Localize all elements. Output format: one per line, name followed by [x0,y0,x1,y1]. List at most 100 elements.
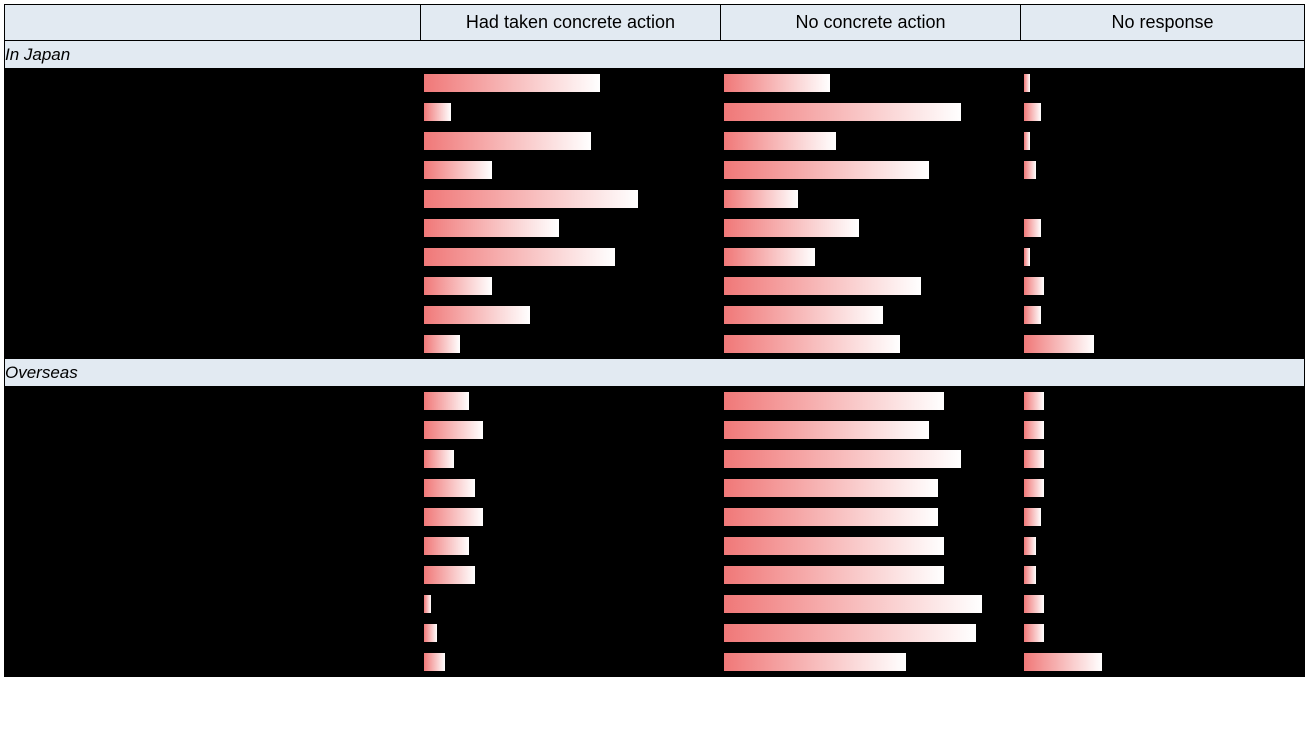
bar-value: 7% [1275,103,1298,121]
bar [1023,305,1042,325]
bar [1023,478,1045,498]
bar-value: 7% [1275,219,1298,237]
bar [423,334,461,354]
bar [723,73,831,93]
bar-cell: 8% [1021,272,1305,301]
bar-value: 63% [982,653,1014,671]
bar-value: 58% [682,132,714,150]
bar-cell: 76% [721,387,1021,416]
bar-value: 5% [1275,161,1298,179]
bar-cell: 61% [721,330,1021,359]
bar-cell: 68% [721,272,1021,301]
bar-cell: 11% [421,445,721,474]
row-label: Women's advancement [5,127,421,156]
bar-cell: 8% [1021,445,1305,474]
bar-cell: 7% [1021,301,1305,330]
bar-value: 3% [1275,248,1298,266]
bar [723,623,977,643]
bar-value: 8% [1275,624,1298,642]
bar [423,623,438,643]
bar-cell: 47% [421,214,721,243]
bar-cell: 71% [721,156,1021,185]
bar-cell: 13% [421,330,721,359]
row-label: Disease prevention [5,156,421,185]
table-row: Human rights16%76%8% [5,387,1305,416]
bar-cell: 47% [721,214,1021,243]
bar-cell: 58% [421,127,721,156]
bar-cell: 5% [1021,156,1305,185]
bar-cell: 3% [1021,127,1305,156]
header-col-1: Had taken concrete action [421,5,721,41]
bar-cell: 29% [1021,648,1305,677]
bar-value: 5% [1275,537,1298,555]
table-row: Local community3%89%8% [5,590,1305,619]
bar-value: 76% [982,537,1014,555]
bar-value: 8% [1275,421,1298,439]
bar [1023,391,1045,411]
bar [723,594,983,614]
row-label: Ecosystem preservation [5,532,421,561]
row-label: Climate change [5,243,421,272]
bar [723,305,884,325]
bar-cell: 10% [421,98,721,127]
row-label: Aging [5,301,421,330]
bar-value: 74% [982,479,1014,497]
bar-cell: 8% [1021,619,1305,648]
row-label: Human rights [5,69,421,98]
bar-cell: 21% [421,503,721,532]
row-label: Other [5,648,421,677]
table-row: Environmental pollution74%26%0% [5,185,1305,214]
section-header: In Japan [5,41,1305,69]
table-row: Poverty, hunger10%82%7% [5,98,1305,127]
bar-value: 7% [1275,306,1298,324]
bar-value: 66% [682,248,714,266]
row-label: Other [5,330,421,359]
bar-cell: 16% [421,387,721,416]
bar-cell: 7% [1021,98,1305,127]
bar [423,189,639,209]
bar-cell: 0% [1021,185,1305,214]
bar-value: 18% [682,479,714,497]
bar [423,536,470,556]
bar-cell: 24% [421,156,721,185]
bar-value: 11% [683,450,714,468]
bar-value: 5% [691,624,714,642]
bar-value: 89% [982,595,1014,613]
bar-cell: 82% [721,98,1021,127]
bar-value: 10% [682,103,714,121]
bar-cell: 3% [421,590,721,619]
bar-cell: 37% [421,301,721,330]
row-label: Women's advancement [5,445,421,474]
bar-value: 8% [1275,479,1298,497]
bar-cell: 37% [721,69,1021,98]
bar [1023,334,1095,354]
bar [1023,652,1103,672]
bar-value: 8% [691,653,714,671]
bar [723,334,901,354]
row-label: Aging [5,619,421,648]
bar [723,478,939,498]
bar-value: 8% [1275,392,1298,410]
table-row: Aging5%87%8% [5,619,1305,648]
bar-cell: 16% [421,532,721,561]
bar [1023,218,1042,238]
bar-value: 3% [1275,74,1298,92]
bar [1023,449,1045,469]
row-label: Environmental pollution [5,185,421,214]
header-row: Had taken concrete action No concrete ac… [5,5,1305,41]
bar [723,565,945,585]
table-row: Ecosystem preservation16% 76% 5% [5,532,1305,561]
bar [723,189,799,209]
bar-value: 0% [1275,190,1298,208]
table-row: Other 8% 63% 29% [5,648,1305,677]
survey-bar-table: Had taken concrete action No concrete ac… [4,4,1305,677]
bar [723,391,945,411]
bar-value: 76% [982,392,1014,410]
bar [1023,507,1042,527]
bar-value: 55% [982,306,1014,324]
bar-value: 8% [1275,277,1298,295]
bar-value: 7% [1275,508,1298,526]
bar-cell: 26% [1021,330,1305,359]
bar-value: 26% [982,190,1014,208]
table-row: Aging37% 55% 7% [5,301,1305,330]
